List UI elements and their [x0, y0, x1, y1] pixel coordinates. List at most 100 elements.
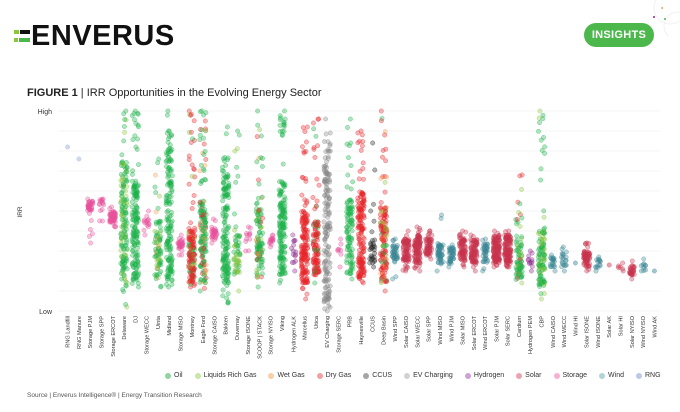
- data-point: [538, 166, 544, 172]
- legend-swatch-icon: [599, 372, 606, 379]
- data-point: [303, 139, 309, 145]
- x-tick-label: Solar ERCOT: [472, 315, 478, 350]
- figure-title: FIGURE 1 | IRR Opportunities in the Evol…: [27, 87, 322, 99]
- data-point: [324, 233, 329, 239]
- data-point: [281, 122, 287, 128]
- data-point: [255, 108, 261, 114]
- legend-label: Wet Gas: [277, 372, 305, 379]
- data-point: [134, 205, 140, 211]
- data-point: [303, 176, 309, 182]
- data-point: [189, 173, 195, 179]
- x-tick-label: Hydrogen ALK: [291, 316, 297, 352]
- category-strip: [377, 108, 390, 294]
- data-point: [259, 194, 265, 200]
- data-point: [643, 267, 649, 273]
- data-point: [326, 196, 332, 202]
- data-point: [119, 208, 125, 214]
- data-point: [313, 272, 319, 278]
- data-point: [277, 128, 283, 134]
- x-tick-label: Solar CAISO: [404, 315, 410, 348]
- data-point: [188, 220, 194, 226]
- data-point: [412, 257, 418, 263]
- data-point: [186, 225, 192, 231]
- data-point: [359, 132, 365, 138]
- data-point: [164, 130, 170, 136]
- data-point: [321, 139, 327, 144]
- data-point: [360, 255, 366, 261]
- x-tick-label: Wind SPP: [393, 316, 399, 342]
- data-point: [189, 206, 195, 211]
- data-point: [359, 200, 365, 206]
- data-point: [384, 261, 390, 267]
- data-point: [152, 228, 158, 234]
- data-point: [378, 118, 384, 124]
- category-strip: [400, 228, 412, 274]
- data-point: [123, 255, 129, 261]
- insights-badge[interactable]: INSIGHTS: [584, 23, 654, 47]
- data-point: [345, 172, 351, 178]
- data-point: [641, 256, 647, 262]
- data-point: [236, 260, 242, 266]
- data-point: [165, 218, 171, 223]
- data-point: [164, 112, 170, 118]
- data-point: [541, 208, 547, 214]
- data-point: [199, 178, 205, 184]
- data-point: [514, 233, 520, 239]
- data-point: [327, 304, 333, 310]
- legend-item: Wind: [599, 372, 624, 379]
- data-point: [368, 240, 374, 246]
- data-point: [164, 152, 170, 158]
- data-point: [313, 242, 319, 248]
- x-tick-label: Bakken: [224, 316, 230, 335]
- data-point: [198, 277, 204, 283]
- data-point: [380, 154, 385, 160]
- data-point: [462, 249, 468, 255]
- data-point: [370, 244, 376, 250]
- data-point: [235, 128, 241, 134]
- data-point: [99, 196, 105, 202]
- data-point: [222, 155, 228, 160]
- data-point: [629, 276, 635, 282]
- data-point: [197, 199, 203, 205]
- data-point: [203, 157, 209, 162]
- data-points: [65, 108, 657, 314]
- data-point: [315, 258, 321, 263]
- data-point: [256, 218, 262, 224]
- legend-label: Hydrogen: [473, 372, 505, 379]
- data-point: [300, 144, 305, 150]
- x-tick-label: RNG Landfill: [66, 316, 72, 348]
- data-point: [304, 124, 310, 130]
- data-point: [202, 219, 208, 225]
- data-point: [136, 162, 141, 168]
- data-point: [346, 232, 352, 238]
- data-point: [130, 168, 136, 174]
- data-point: [291, 259, 297, 265]
- data-point: [384, 232, 390, 238]
- data-point: [201, 211, 207, 217]
- data-point: [130, 210, 136, 215]
- data-point: [221, 220, 227, 225]
- data-point: [361, 245, 367, 251]
- category-strip: [572, 260, 578, 266]
- data-point: [313, 133, 319, 139]
- data-point: [157, 220, 163, 226]
- data-point: [314, 198, 320, 204]
- data-point: [212, 226, 218, 232]
- data-point: [393, 274, 399, 280]
- data-point: [278, 115, 284, 121]
- legend-label: RNG: [645, 372, 661, 379]
- data-point: [348, 163, 354, 169]
- data-point: [255, 284, 261, 290]
- data-point: [224, 295, 230, 301]
- data-point: [224, 226, 230, 232]
- data-point: [462, 257, 468, 263]
- data-point: [191, 251, 197, 257]
- data-point: [169, 183, 174, 189]
- category-strip: [490, 228, 503, 270]
- data-point: [155, 160, 161, 166]
- legend-item: Wet Gas: [268, 372, 305, 379]
- data-point: [415, 233, 421, 239]
- legend-item: CCUS: [363, 372, 392, 379]
- data-point: [158, 269, 164, 274]
- data-point: [258, 155, 264, 161]
